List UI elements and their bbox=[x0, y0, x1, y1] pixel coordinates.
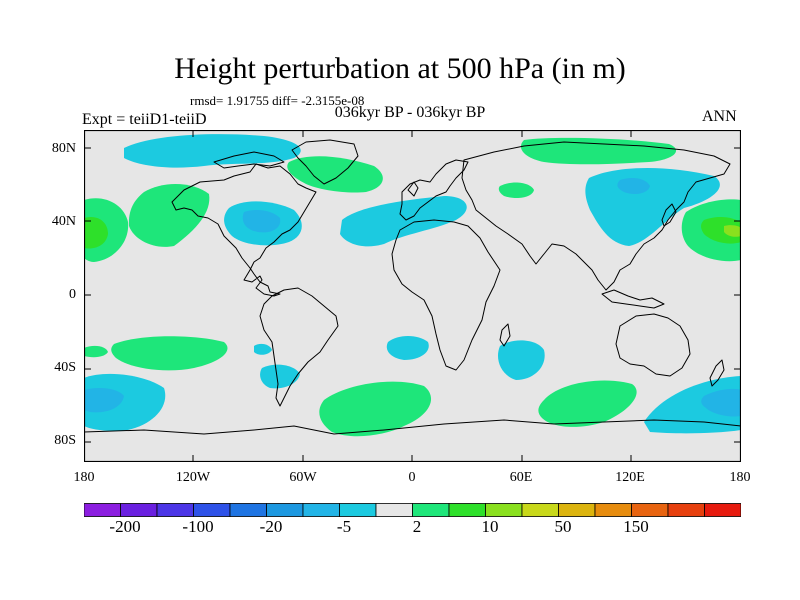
axis-ticks bbox=[84, 130, 741, 462]
coastlines bbox=[84, 139, 741, 435]
contour-east-asia-core bbox=[617, 178, 650, 194]
plot-title: Height perturbation at 500 hPa (in m) bbox=[174, 52, 626, 85]
lon-tick-120w: 120W bbox=[175, 470, 211, 485]
colorbar-box bbox=[229, 503, 267, 517]
lon-tick-60w: 60W bbox=[289, 470, 317, 485]
lon-tick-60e: 60E bbox=[509, 470, 533, 485]
colorbar-label: -20 bbox=[259, 517, 283, 536]
contour-southern-ocean-green bbox=[319, 381, 432, 437]
coast-japan bbox=[661, 203, 677, 227]
contour-central-asia-green bbox=[498, 182, 534, 198]
colorbar-box bbox=[120, 503, 158, 517]
colorbar-box bbox=[594, 503, 632, 517]
contour-southeast-core bbox=[701, 388, 741, 417]
lat-tick-80n: 80N bbox=[51, 141, 76, 156]
coast-arctic-canada bbox=[213, 151, 285, 169]
plot-subtitle: 036kyr BP - 036kyr BP bbox=[334, 104, 486, 121]
contour-south-atlantic-blue bbox=[386, 336, 429, 360]
lon-tick-120e: 120E bbox=[615, 470, 645, 485]
coast-british-isles bbox=[407, 181, 419, 197]
contour-south-pacific-edge bbox=[84, 345, 108, 358]
contour-west-edge-core bbox=[84, 216, 108, 249]
lon-tick-0: 0 bbox=[408, 470, 416, 485]
colorbar bbox=[84, 503, 741, 517]
colorbar-label: -5 bbox=[336, 517, 352, 536]
contour-south-indian-green bbox=[538, 380, 637, 427]
colorbar-box bbox=[156, 503, 194, 517]
colorbar-box bbox=[193, 503, 231, 517]
colorbar-label: 50 bbox=[554, 517, 572, 536]
coast-south-america bbox=[259, 287, 339, 407]
colorbar-label: 150 bbox=[623, 517, 649, 536]
contour-indian-ocean-blue bbox=[497, 340, 545, 380]
coast-greenland bbox=[291, 139, 359, 185]
lat-tick-40s: 40S bbox=[54, 360, 76, 375]
contour-fills bbox=[84, 134, 741, 437]
contour-southwest-blue bbox=[84, 373, 166, 431]
colorbar-box bbox=[667, 503, 705, 517]
map-panel bbox=[84, 130, 741, 462]
contour-eurasia-green bbox=[520, 137, 677, 165]
colorbar-box bbox=[302, 503, 340, 517]
coast-australia bbox=[615, 313, 691, 377]
lat-tick-0: 0 bbox=[69, 287, 76, 302]
colorbar-box bbox=[558, 503, 596, 517]
contour-arctic-blue bbox=[124, 134, 301, 168]
coast-madagascar bbox=[499, 323, 511, 347]
colorbar-label: 10 bbox=[481, 517, 499, 536]
coast-north-america bbox=[171, 163, 317, 297]
colorbar-label: 2 bbox=[412, 517, 422, 536]
contour-southwest-core bbox=[84, 388, 124, 413]
colorbar-box bbox=[631, 503, 669, 517]
colorbar-box bbox=[704, 503, 741, 517]
contour-east-pacific-peak bbox=[724, 225, 741, 237]
lat-tick-40n: 40N bbox=[51, 214, 76, 229]
colorbar-box bbox=[339, 503, 377, 517]
contour-south-pacific-green bbox=[111, 336, 228, 371]
coast-antarctica bbox=[84, 419, 741, 435]
coast-europe bbox=[399, 159, 469, 221]
coast-asia bbox=[461, 141, 731, 291]
lon-tick-180e: 180 bbox=[729, 470, 751, 485]
experiment-label: Expt = teiiD1-teiiD bbox=[82, 111, 207, 128]
coast-indonesia bbox=[601, 289, 665, 309]
lon-tick-180w: 180 bbox=[73, 470, 95, 485]
colorbar-box bbox=[485, 503, 523, 517]
colorbar-box bbox=[521, 503, 559, 517]
contour-north-atlantic-green bbox=[287, 156, 383, 193]
colorbar-box bbox=[412, 503, 450, 517]
colorbar-box bbox=[266, 503, 304, 517]
contour-south-america-blue-small bbox=[254, 343, 272, 355]
coast-africa bbox=[391, 219, 501, 371]
stats-text: rmsd= 1.91755 diff= -2.3155e-08 bbox=[190, 93, 365, 108]
contour-southeast-blue bbox=[644, 376, 741, 434]
colorbar-box bbox=[448, 503, 486, 517]
contour-atlantic-blue bbox=[340, 196, 467, 247]
colorbar-box bbox=[84, 503, 121, 517]
lat-tick-80s: 80S bbox=[54, 433, 76, 448]
contour-north-pacific-green bbox=[128, 183, 210, 247]
contour-patagonia-blue bbox=[260, 364, 300, 389]
contour-east-pacific-core bbox=[701, 216, 741, 244]
colorbar-box bbox=[375, 503, 413, 517]
colorbar-label: -200 bbox=[109, 517, 141, 536]
season-label: ANN bbox=[702, 108, 737, 125]
coast-new-zealand bbox=[709, 359, 725, 387]
contour-north-america-core bbox=[242, 210, 281, 233]
colorbar-label: -100 bbox=[182, 517, 214, 536]
